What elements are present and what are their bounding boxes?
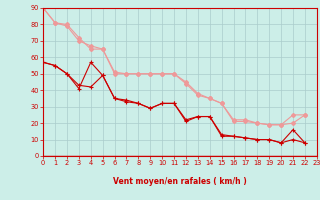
X-axis label: Vent moyen/en rafales ( km/h ): Vent moyen/en rafales ( km/h ) [113,177,247,186]
